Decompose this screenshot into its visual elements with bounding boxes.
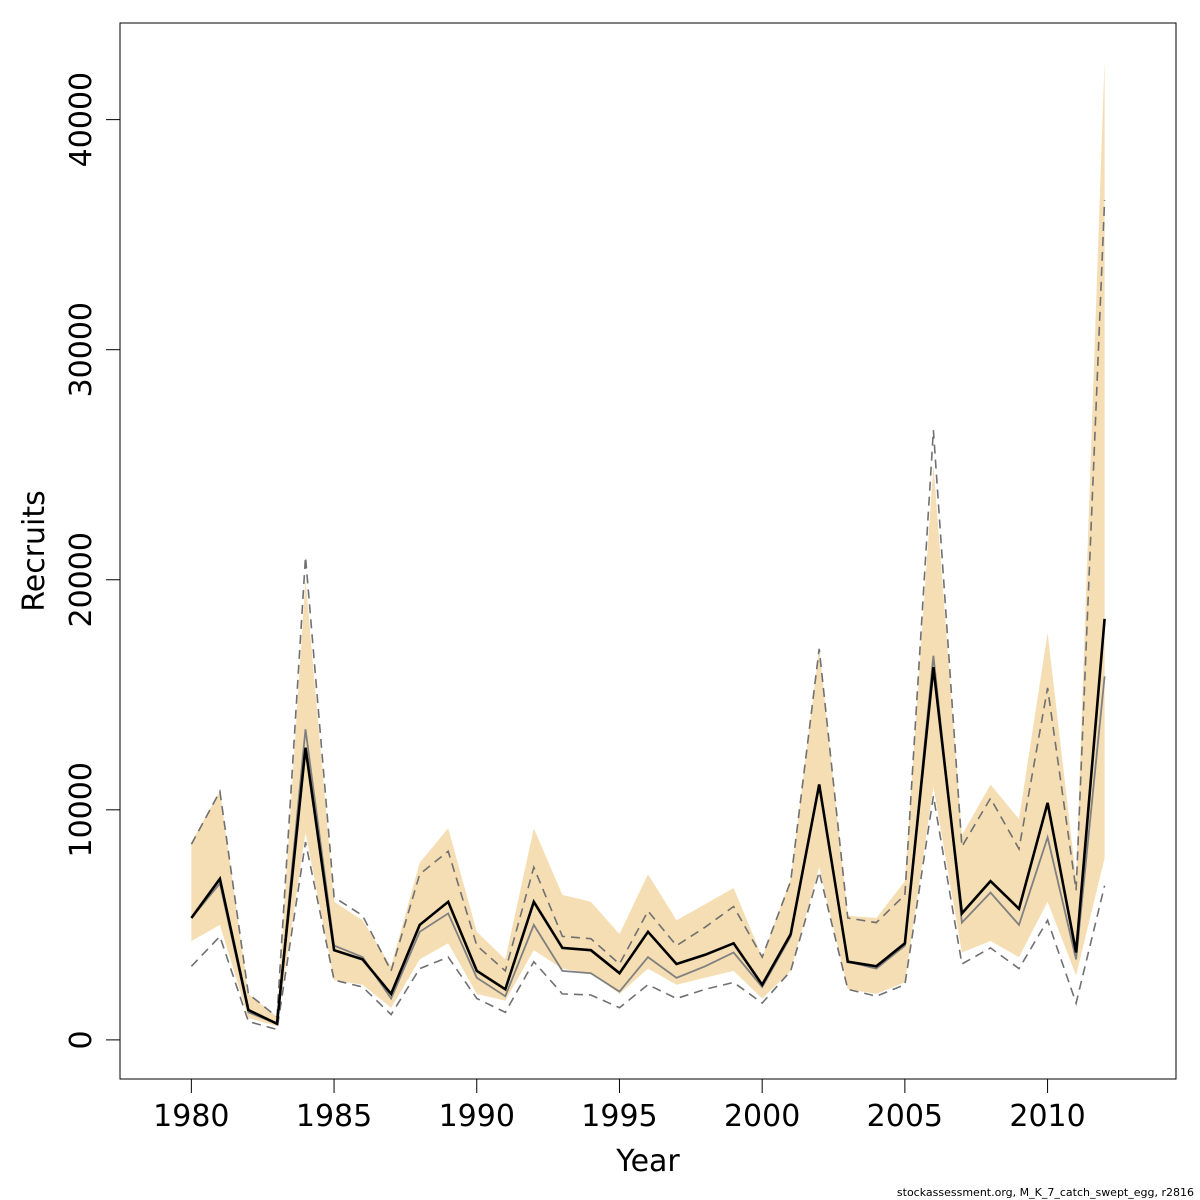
x-tick-label: 1980 [153, 1099, 229, 1134]
y-axis: 0 10000 20000 30000 40000 [64, 72, 120, 1049]
series-lines-layer [190, 618, 1106, 1026]
credit-text: stockassessment.org, M_K_7_catch_swept_e… [897, 1186, 1194, 1199]
x-tick-label: 1995 [581, 1099, 657, 1134]
interval-upper-line [190, 200, 1106, 1019]
y-tick-label: 10000 [64, 762, 99, 857]
x-tick-label: 2005 [867, 1099, 943, 1134]
series-line-estimate [190, 618, 1106, 1026]
x-tick-label: 2010 [1009, 1099, 1085, 1134]
x-axis-title: Year [615, 1144, 680, 1179]
y-tick-label: 40000 [64, 72, 99, 167]
confidence-band-layer [191, 59, 1105, 1027]
plot-frame [119, 22, 1177, 1080]
confidence-band [191, 59, 1105, 1027]
x-tick-label: 2000 [724, 1099, 800, 1134]
y-axis-title: Recruits [17, 490, 52, 612]
x-tick-label: 1990 [439, 1099, 515, 1134]
y-tick-label: 20000 [64, 532, 99, 627]
y-tick-label: 0 [64, 1030, 99, 1049]
y-tick-label: 30000 [64, 302, 99, 397]
interval-lines-layer [190, 200, 1106, 1031]
x-tick-label: 1985 [296, 1099, 372, 1134]
interval-lower-line [190, 795, 1106, 1031]
x-axis: 1980 1985 1990 1995 2000 2005 2010 [153, 1079, 1086, 1134]
